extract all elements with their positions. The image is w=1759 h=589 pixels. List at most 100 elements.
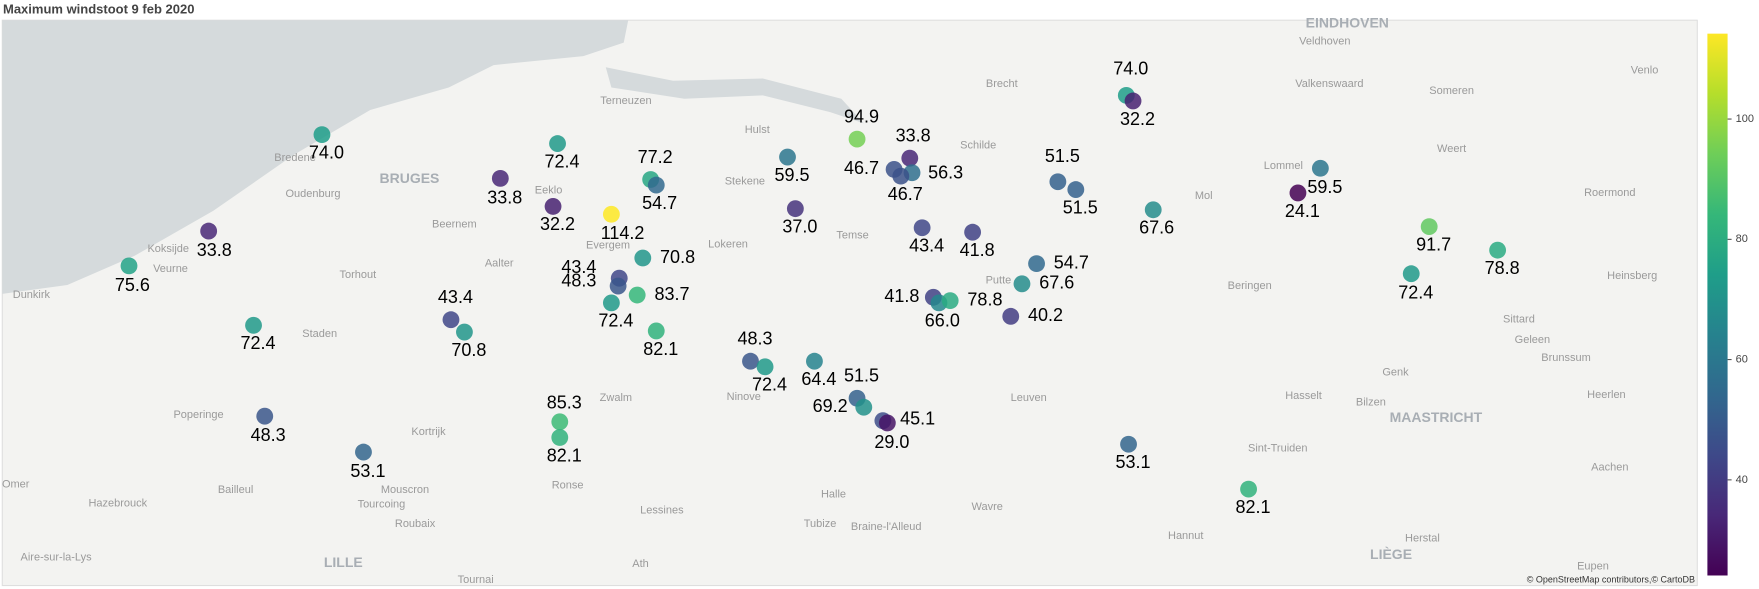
data-label: 64.4 [801, 369, 836, 389]
place-label: Venlo [1631, 65, 1659, 77]
place-label: EINDHOVEN [1306, 14, 1389, 30]
data-label: 72.4 [752, 375, 787, 395]
colorbar [1707, 33, 1728, 576]
data-point [200, 222, 218, 240]
data-label: 69.2 [813, 396, 848, 416]
place-label: Temse [836, 229, 868, 241]
data-label: 82.1 [547, 445, 582, 465]
place-label: Omer [2, 479, 30, 491]
data-label: 67.6 [1139, 218, 1174, 238]
place-label: Ninove [727, 391, 761, 403]
data-label: 70.8 [660, 247, 695, 267]
data-label: 70.8 [451, 340, 486, 360]
data-point [120, 257, 138, 275]
place-label: Bilzen [1356, 397, 1386, 409]
place-label: Bredene [274, 152, 316, 164]
data-point [1402, 265, 1420, 283]
data-label: 56.3 [928, 163, 963, 183]
data-point [742, 352, 759, 370]
data-point [848, 130, 866, 148]
data-point [1124, 92, 1142, 110]
place-label: Roermond [1584, 187, 1635, 199]
data-point [602, 294, 620, 312]
data-label: 48.3 [737, 329, 772, 349]
data-label: 82.1 [643, 339, 678, 359]
place-label: Terneuzen [600, 95, 651, 107]
data-label: 53.1 [1116, 452, 1151, 472]
data-label: 91.7 [1416, 234, 1451, 254]
sea [2, 20, 629, 294]
place-label: BRUGES [380, 170, 440, 186]
data-point [756, 358, 774, 376]
place-label: Aalter [485, 258, 514, 270]
data-label: 40.2 [1028, 305, 1063, 325]
data-label: 48.3 [561, 270, 596, 290]
data-point [1067, 181, 1085, 198]
place-label: Ath [632, 558, 649, 570]
data-point [355, 443, 372, 461]
data-label: 74.0 [309, 142, 344, 162]
data-point [551, 429, 569, 446]
data-point [806, 352, 823, 370]
place-label: Hazebrouck [88, 498, 147, 510]
data-point [878, 414, 896, 432]
data-label: 45.1 [900, 408, 935, 428]
data-label: 24.1 [1285, 201, 1320, 221]
data-label: 43.4 [909, 236, 944, 256]
place-label: Veldhoven [1299, 35, 1350, 47]
data-label: 85.3 [547, 393, 582, 413]
data-point [1420, 218, 1438, 236]
data-point [1489, 241, 1507, 259]
data-label: 37.0 [782, 216, 817, 236]
data-label: 43.4 [438, 287, 473, 307]
colorbar-tick-label: 100 [1736, 113, 1754, 125]
data-point [1002, 307, 1020, 325]
colorbar-tick-label: 40 [1736, 474, 1748, 486]
data-point [913, 219, 931, 237]
place-label: Eeklo [535, 185, 563, 197]
estuary [605, 67, 864, 124]
attribution: © OpenStreetMap contributors,© CartoDB [1527, 574, 1695, 584]
data-point [549, 135, 566, 153]
data-label: 59.5 [774, 165, 809, 185]
data-point [256, 407, 274, 425]
data-label: 33.8 [197, 240, 232, 260]
place-label: Weert [1437, 143, 1466, 155]
place-label: LILLE [324, 554, 363, 570]
data-label: 72.4 [545, 151, 580, 171]
data-point [1120, 435, 1137, 453]
data-label: 77.2 [638, 147, 673, 167]
data-label: 33.8 [896, 126, 931, 146]
place-label: MAASTRICHT [1390, 409, 1483, 425]
place-label: Mol [1195, 190, 1213, 202]
place-label: Halle [821, 489, 846, 501]
place-label: Zwalm [600, 392, 632, 404]
data-point [602, 205, 620, 223]
place-label: Kortrijk [411, 426, 446, 438]
place-label: Eupen [1577, 560, 1609, 572]
data-label: 72.4 [1398, 283, 1433, 303]
place-label: Torhout [340, 269, 377, 281]
place-label: Poperinge [173, 409, 223, 421]
data-label: 32.2 [540, 214, 575, 234]
data-point [609, 277, 627, 295]
data-point [1144, 201, 1162, 219]
data-label: 59.5 [1307, 177, 1342, 197]
data-point [491, 169, 509, 187]
place-label: Lessines [640, 504, 684, 516]
place-label: Ronse [552, 480, 584, 492]
place-label: Koksijde [147, 243, 189, 255]
place-label: Veurne [153, 263, 188, 275]
data-point [786, 200, 804, 218]
place-label: Brecht [986, 78, 1018, 90]
place-label: Tubize [804, 518, 837, 530]
place-label: Roubaix [395, 518, 436, 530]
data-label: 41.8 [884, 286, 919, 306]
data-point [892, 167, 910, 185]
data-point [634, 249, 652, 267]
data-point [941, 292, 959, 310]
data-point [647, 176, 665, 194]
data-label: 83.7 [654, 284, 689, 304]
data-label: 32.2 [1120, 109, 1155, 129]
data-point [628, 286, 646, 304]
